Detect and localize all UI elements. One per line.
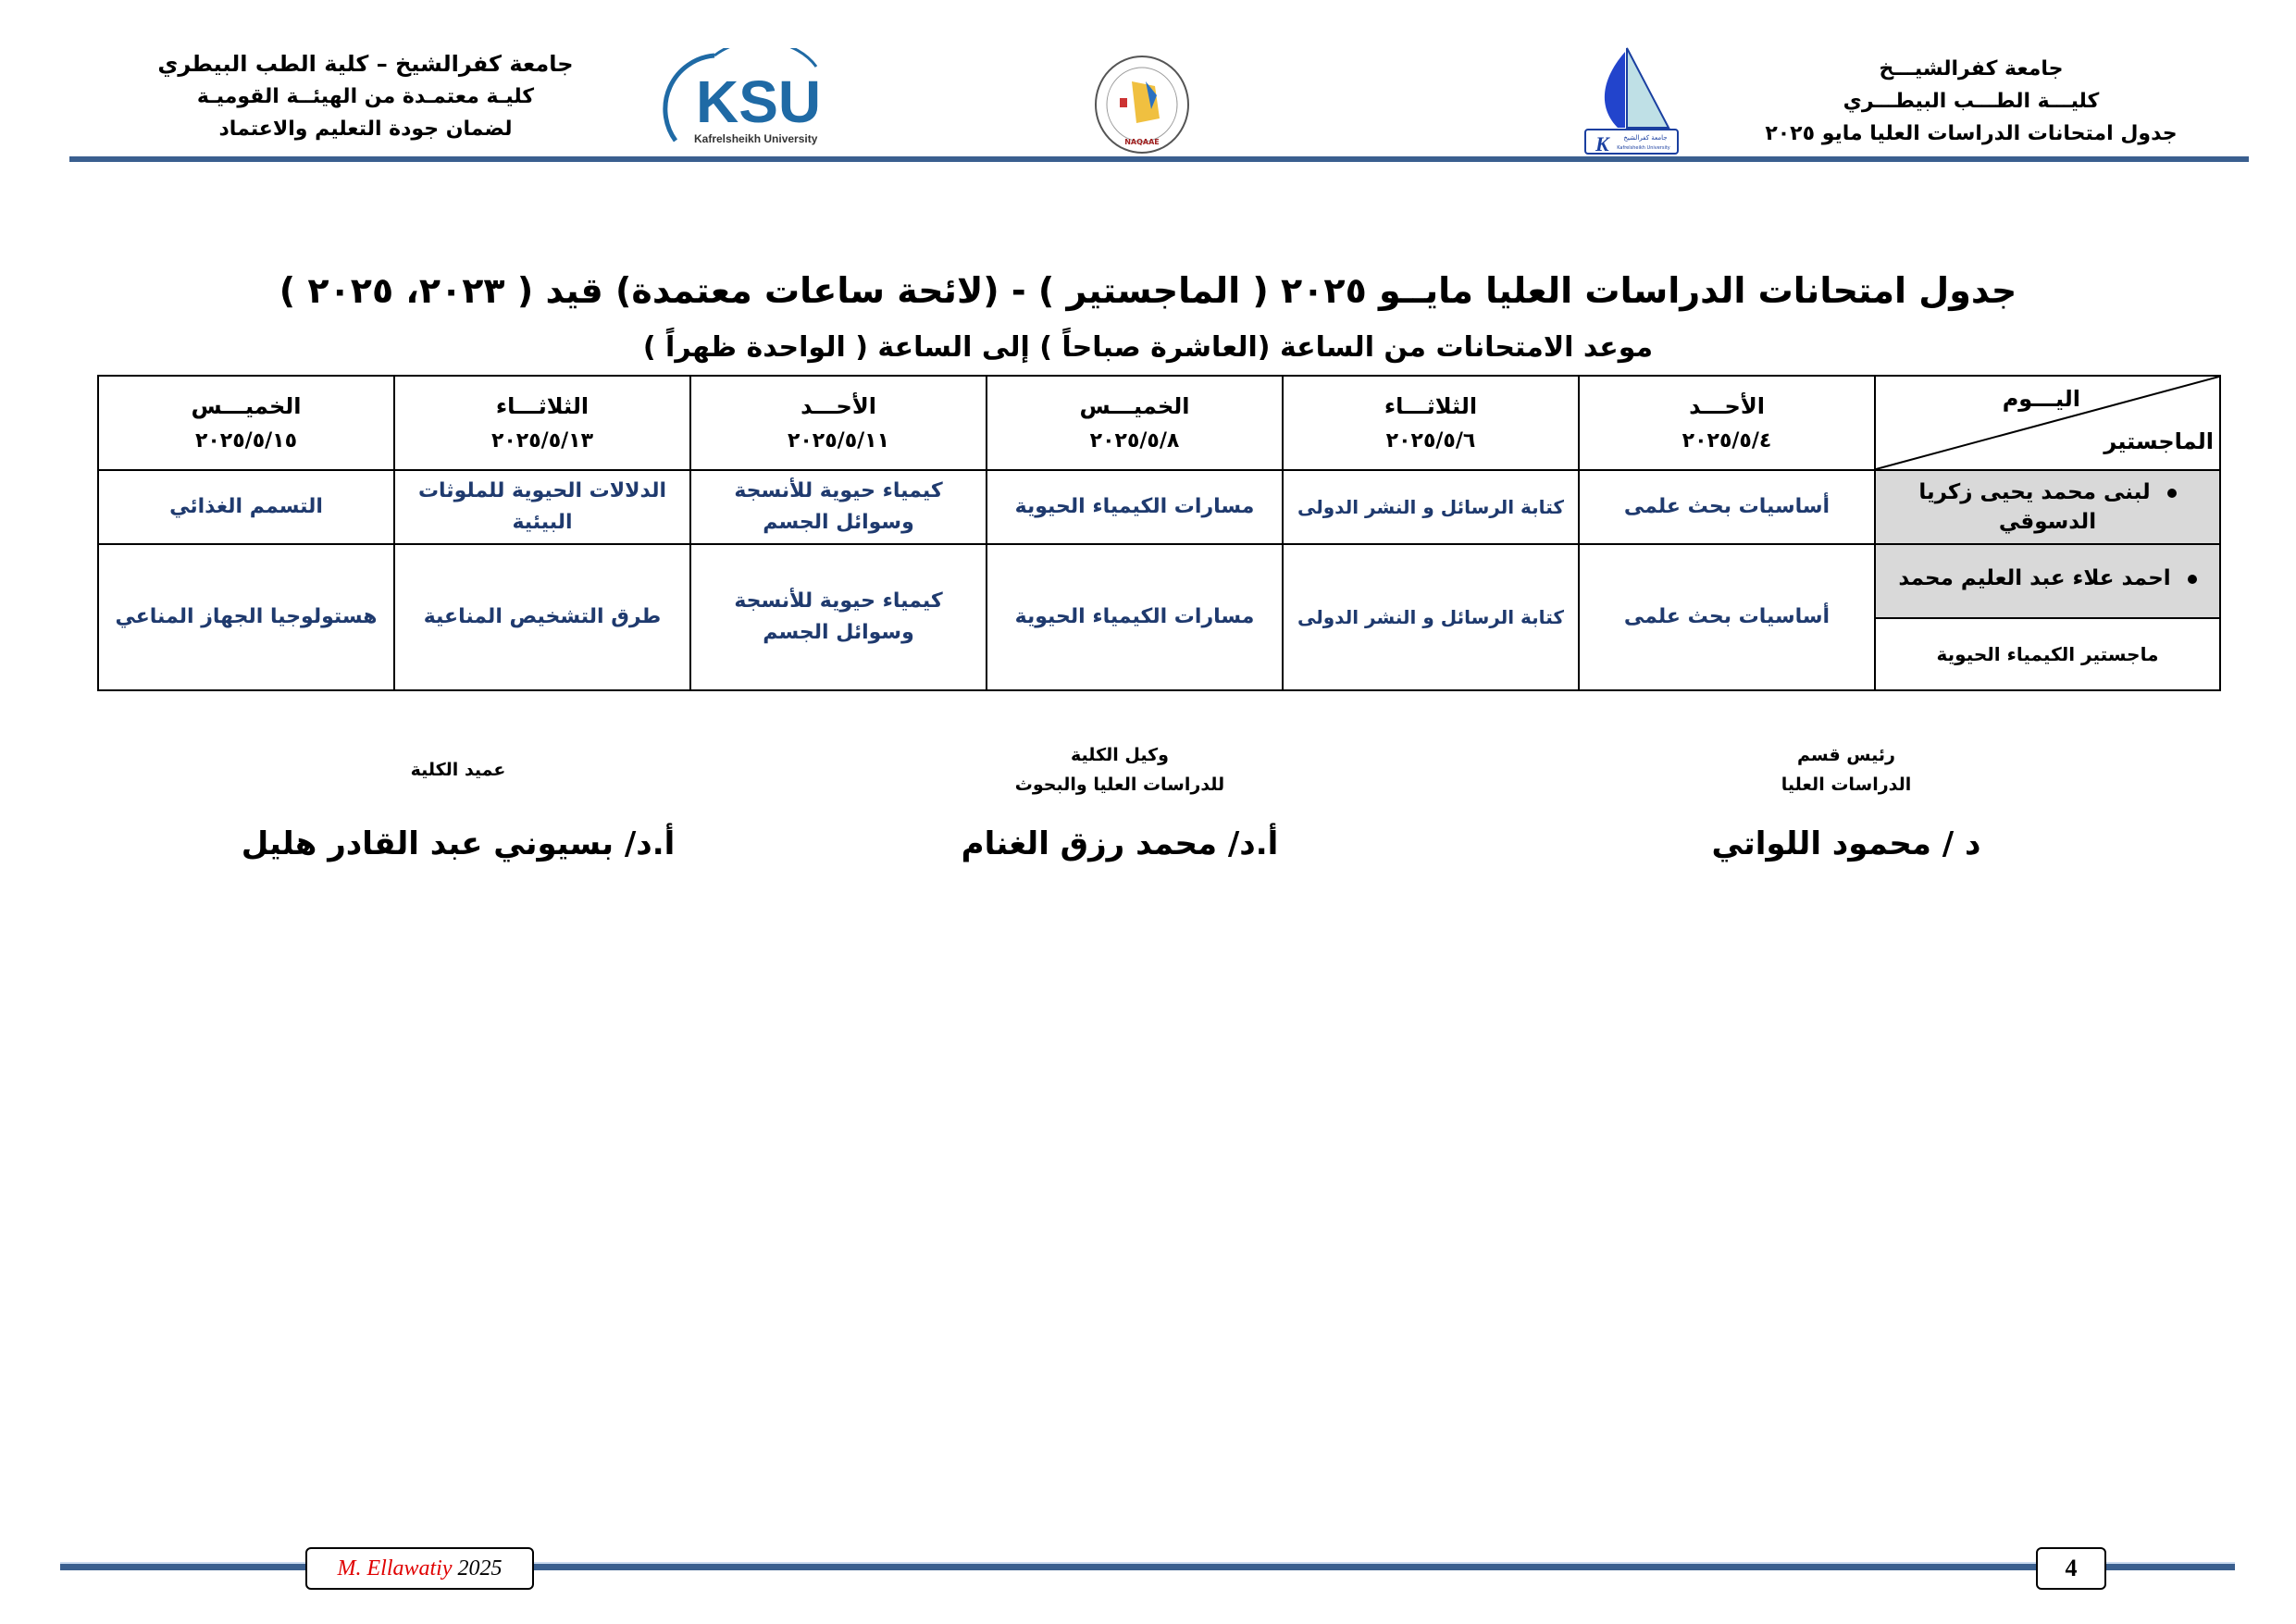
course-cell: مسارات الكيمياء الحيوية: [986, 469, 1284, 545]
faculty-logo-letter: K: [1595, 132, 1610, 155]
corner-degree-label: الماجستير: [2104, 428, 2214, 454]
faculty-logo-arabic: جامعة كفرالشيخ: [1623, 134, 1667, 142]
course-cell: أساسيات بحث علمى: [1578, 469, 1876, 545]
exam-schedule-table: اليـــوم الماجستير الأحـــد ٢٠٢٥/٥/٤ الثل…: [97, 375, 2221, 691]
corner-header-cell: اليـــوم الماجستير: [1874, 375, 2221, 471]
program-name-cell: ماجستير الكيمياء الحيوية: [1874, 617, 2221, 691]
diagonal-divider: [1876, 377, 2219, 469]
footer-rule: [60, 1562, 2235, 1570]
table-header-row: اليـــوم الماجستير الأحـــد ٢٠٢٥/٥/٤ الثل…: [97, 375, 2221, 471]
signatory-name: أ.د/ محمد رزق الغنام: [961, 825, 1279, 862]
bullet-icon: [2166, 488, 2177, 498]
course-cell: مسارات الكيمياء الحيوية: [986, 543, 1284, 691]
accreditation-line-2: لضمان جودة التعليم والاعتماد: [218, 118, 513, 141]
student-name-cell: احمد علاء عبد العليم محمد: [1874, 543, 2221, 619]
university-name: جامعة كفرالشيـــخ: [1879, 57, 2064, 81]
footer-author: M. Ellawatiy: [337, 1556, 453, 1581]
column-header: الأحـــد ٢٠٢٥/٥/٤: [1578, 375, 1876, 471]
bullet-icon: [2187, 574, 2197, 584]
table-row: احمد علاء عبد العليم محمد أساسيات بحث عل…: [97, 543, 2221, 691]
table-row: لبنى محمد يحيى زكريا الدسوقي أساسيات بحث…: [97, 469, 2221, 545]
naqaae-seal-text: NAQAAE: [1124, 138, 1160, 146]
course-cell: كتابة الرسائل و النشر الدولى: [1282, 543, 1580, 691]
course-cell: التسمم الغذائي: [97, 469, 395, 545]
university-faculty: جامعة كفرالشيخ – كلية الطب البيطري: [157, 51, 574, 77]
signature-dean: عميد الكلية أ.د/ بسيوني عبد القادر هليل: [241, 760, 676, 862]
signature-department-head: رئيس قسم الدراسات العليا د / محمود اللوا…: [1711, 745, 1981, 862]
ksu-logo-text: KSU: [696, 68, 821, 135]
course-cell: أساسيات بحث علمى: [1578, 543, 1876, 691]
column-header: الثلاثـــاء ٢٠٢٥/٥/١٣: [393, 375, 691, 471]
naqaae-seal-logo: NAQAAE: [1090, 54, 1194, 155]
header-left-text: جامعة كفرالشيخ – كلية الطب البيطري كليـة…: [134, 48, 597, 145]
course-cell: هستولوجيا الجهاز المناعي: [97, 543, 395, 691]
faculty-logo-english: Kafrelsheikh University: [1617, 145, 1670, 151]
column-header: الأحـــد ٢٠٢٥/٥/١١: [689, 375, 987, 471]
page-title: جدول امتحانات الدراسات العليا مايــو ٢٠٢…: [279, 270, 2017, 311]
header-rule: [69, 156, 2249, 162]
footer-year: 2025: [457, 1556, 503, 1581]
faculty-sailboat-logo: K جامعة كفرالشيخ Kafrelsheikh University: [1581, 44, 1682, 157]
header-right-text: جامعة كفرالشيـــخ كليـــة الطـــب البيطـ…: [1740, 53, 2203, 150]
course-cell: كيمياء حيوية للأنسجة وسوائل الجسم: [689, 543, 987, 691]
signatory-name: أ.د/ بسيوني عبد القادر هليل: [241, 825, 676, 862]
course-cell: كيمياء حيوية للأنسجة وسوائل الجسم: [689, 469, 987, 545]
course-cell: الدلالات الحيوية للملوثات البيئية: [393, 469, 691, 545]
student-name-cell: لبنى محمد يحيى زكريا الدسوقي: [1874, 469, 2221, 545]
signature-vice-dean: وكيل الكلية للدراسات العليا والبحوث أ.د/…: [961, 745, 1279, 862]
course-cell: طرق التشخيص المناعية: [393, 543, 691, 691]
course-cell: كتابة الرسائل و النشر الدولى: [1282, 469, 1580, 545]
accreditation-line: كليـة معتمـدة من الهيئــة القوميـة: [196, 85, 535, 108]
column-header: الخميـــس ٢٠٢٥/٥/١٥: [97, 375, 395, 471]
ksu-logo: KSU Kafrelsheikh University: [659, 39, 844, 150]
schedule-heading: جدول امتحانات الدراسات العليا مايو ٢٠٢٥: [1765, 122, 2178, 145]
page-number-box: 4: [2036, 1547, 2106, 1590]
footer-author-box: M. Ellawatiy 2025: [305, 1547, 534, 1590]
exam-time-subtitle: موعد الامتحانات من الساعة (العاشرة صباحا…: [642, 331, 1654, 364]
ksu-logo-subtext: Kafrelsheikh University: [694, 132, 818, 145]
faculty-name: كليـــة الطـــب البيطـــري: [1843, 90, 2100, 113]
column-header: الخميـــس ٢٠٢٥/٥/٨: [986, 375, 1284, 471]
page-number: 4: [2065, 1555, 2078, 1581]
table-row: ماجستير الكيمياء الحيوية: [98, 617, 2221, 691]
corner-day-label: اليـــوم: [2002, 386, 2080, 412]
signatory-name: د / محمود اللواتي: [1711, 825, 1981, 862]
column-header: الثلاثـــاء ٢٠٢٥/٥/٦: [1282, 375, 1580, 471]
